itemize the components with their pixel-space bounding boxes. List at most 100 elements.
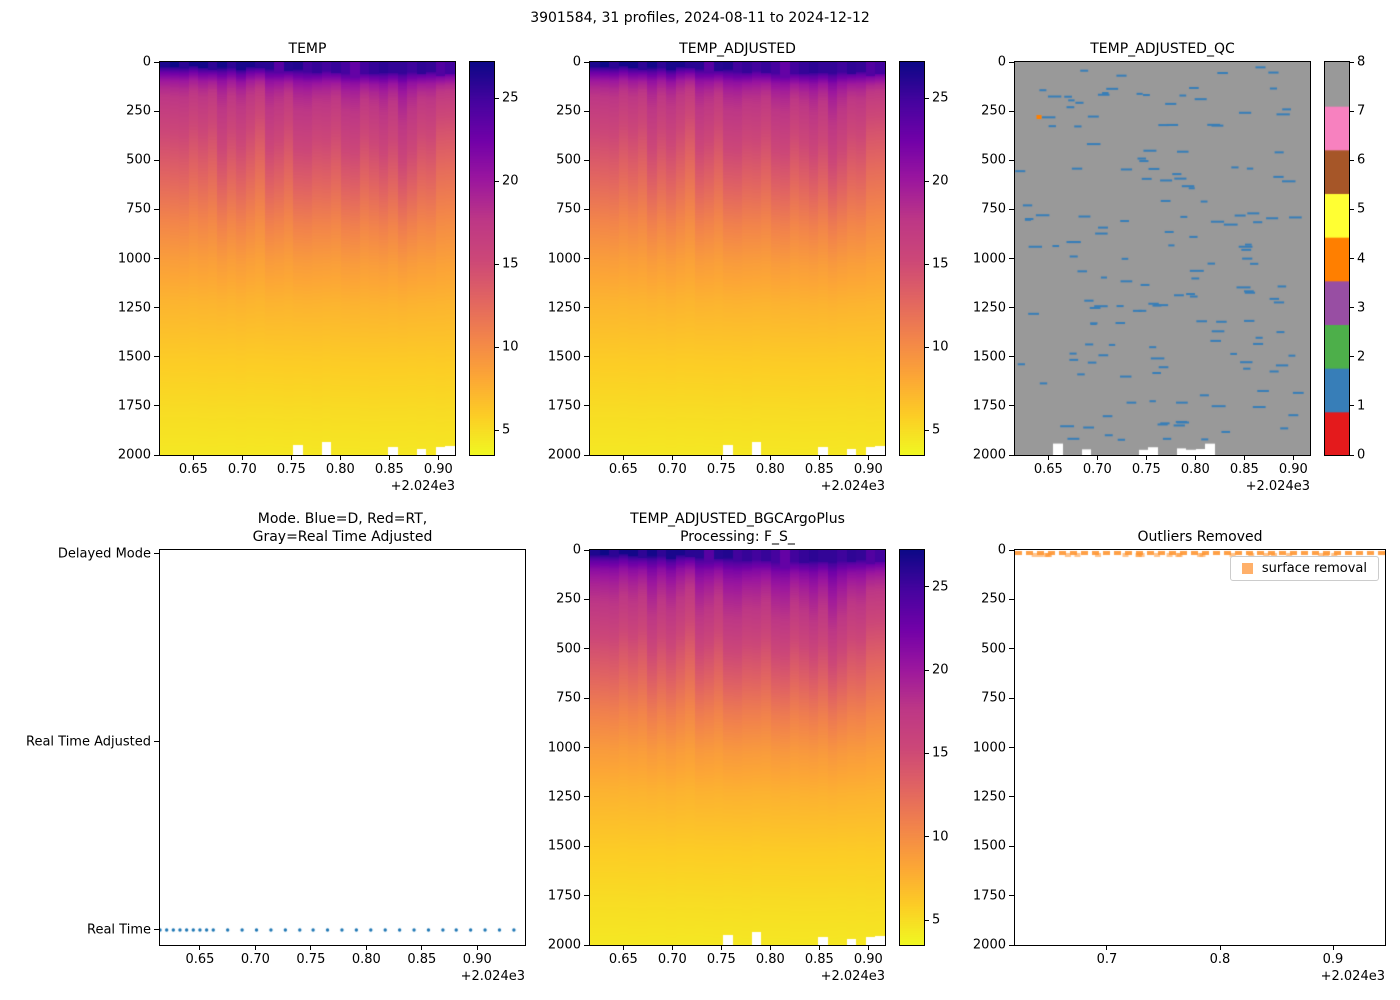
y-tick-label: 750 bbox=[556, 201, 581, 217]
x-tick-label: 0.90 bbox=[423, 462, 453, 477]
colorbar-tick-label: 2 bbox=[1357, 349, 1366, 365]
y-tick-label: 750 bbox=[126, 201, 151, 217]
mode-axes bbox=[159, 549, 526, 946]
y-tick-label: 0 bbox=[997, 542, 1006, 558]
temp_adjusted_qc-axes bbox=[1014, 61, 1311, 456]
colorbar-tick-mark bbox=[1350, 159, 1354, 161]
x-tick-label: 0.65 bbox=[178, 462, 208, 477]
y-tick-label: 750 bbox=[981, 201, 1006, 217]
colorbar-tick-mark bbox=[925, 263, 929, 265]
x-tick-label: 0.70 bbox=[227, 462, 257, 477]
x-tick-label: 0.9 bbox=[1322, 952, 1344, 967]
colorbar-tick-mark bbox=[925, 919, 929, 921]
temp-plot-canvas bbox=[160, 62, 455, 455]
x-axis-offset-text: +2.024e3 bbox=[1320, 969, 1385, 984]
x-tick-label: 0.75 bbox=[1131, 462, 1161, 477]
x-tick-label: 0.80 bbox=[325, 462, 355, 477]
x-tick-label: 0.85 bbox=[374, 462, 404, 477]
y-tick-mark bbox=[154, 258, 159, 259]
x-tick-label: 0.65 bbox=[1033, 462, 1063, 477]
y-tick-mark bbox=[584, 895, 589, 897]
temp_adjusted-colorbar bbox=[899, 61, 925, 456]
colorbar-tick-label: 20 bbox=[932, 662, 949, 678]
colorbar-tick-mark bbox=[495, 180, 499, 182]
y-tick-label: 1750 bbox=[547, 888, 581, 904]
y-tick-label: 2000 bbox=[972, 447, 1006, 463]
colorbar-tick-label: 0 bbox=[1357, 447, 1366, 463]
x-tick-label: 0.90 bbox=[1278, 462, 1308, 477]
colorbar-tick-mark bbox=[1350, 208, 1354, 210]
x-tick-mark bbox=[671, 456, 673, 460]
y-tick-label: 1500 bbox=[547, 349, 581, 365]
y-tick-label: 250 bbox=[126, 103, 151, 119]
x-tick-label: 0.90 bbox=[462, 952, 492, 967]
colorbar-tick-label: 5 bbox=[1357, 201, 1366, 217]
temp_adjusted_qc-colorbar-canvas bbox=[1325, 62, 1349, 455]
x-tick-label: 0.75 bbox=[706, 462, 736, 477]
temp-colorbar bbox=[469, 61, 495, 456]
x-tick-mark bbox=[1194, 456, 1196, 460]
y-tick-mark bbox=[584, 845, 589, 847]
x-tick-mark bbox=[254, 946, 256, 950]
y-tick-mark bbox=[584, 454, 589, 456]
y-tick-mark bbox=[1009, 747, 1014, 748]
y-tick-mark bbox=[1009, 845, 1014, 847]
x-tick-label: 0.80 bbox=[755, 462, 785, 477]
colorbar-tick-mark bbox=[925, 836, 929, 838]
temp_adjusted_qc-plot-canvas bbox=[1015, 62, 1310, 455]
y-tick-mark bbox=[154, 61, 159, 63]
outliers_removed-axes bbox=[1014, 549, 1386, 946]
colorbar-tick-mark bbox=[1350, 110, 1354, 112]
colorbar-tick-mark bbox=[1350, 356, 1354, 358]
y-tick-mark bbox=[584, 944, 589, 946]
x-tick-mark bbox=[720, 456, 722, 460]
y-tick-mark bbox=[1009, 405, 1014, 407]
x-tick-label: 0.70 bbox=[657, 462, 687, 477]
y-tick-mark bbox=[584, 747, 589, 748]
temp_adjusted-axes bbox=[589, 61, 886, 456]
y-tick-mark bbox=[584, 110, 589, 112]
colorbar-tick-mark bbox=[1350, 61, 1354, 63]
y-tick-mark bbox=[1009, 356, 1014, 358]
y-tick-label: 500 bbox=[981, 641, 1006, 657]
x-axis-offset-text: +2.024e3 bbox=[390, 479, 455, 494]
colorbar-tick-mark bbox=[495, 429, 499, 431]
colorbar-tick-label: 5 bbox=[932, 912, 941, 928]
x-tick-label: 0.75 bbox=[296, 952, 326, 967]
y-tick-label: 1250 bbox=[547, 789, 581, 805]
x-tick-label: 0.70 bbox=[240, 952, 270, 967]
y-tick-mark bbox=[154, 356, 159, 358]
y-tick-mark bbox=[1009, 697, 1014, 699]
y-tick-mark bbox=[154, 454, 159, 456]
y-tick-mark bbox=[1009, 110, 1014, 112]
x-tick-mark bbox=[1106, 946, 1108, 950]
x-tick-label: 0.8 bbox=[1209, 952, 1231, 967]
x-axis-offset-text: +2.024e3 bbox=[1245, 479, 1310, 494]
y-tick-mark bbox=[1009, 159, 1014, 161]
colorbar-tick-mark bbox=[925, 429, 929, 431]
y-tick-mark bbox=[584, 648, 589, 650]
y-tick-mark bbox=[154, 929, 159, 931]
y-tick-mark bbox=[154, 110, 159, 112]
colorbar-tick-label: 3 bbox=[1357, 300, 1366, 316]
colorbar-tick-label: 7 bbox=[1357, 103, 1366, 119]
x-tick-label: 0.85 bbox=[804, 952, 834, 967]
y-tick-label: 250 bbox=[981, 103, 1006, 119]
x-tick-mark bbox=[1047, 456, 1049, 460]
x-tick-label: 0.85 bbox=[804, 462, 834, 477]
x-tick-label: 0.90 bbox=[853, 952, 883, 967]
colorbar-tick-mark bbox=[495, 346, 499, 348]
x-tick-mark bbox=[622, 456, 624, 460]
colorbar-tick-label: 10 bbox=[932, 339, 949, 355]
mode-plot-canvas bbox=[160, 550, 525, 945]
y-tick-label: 0 bbox=[572, 542, 581, 558]
y-tick-label: 1750 bbox=[972, 888, 1006, 904]
x-tick-mark bbox=[1219, 946, 1221, 950]
y-tick-label: 0 bbox=[142, 54, 151, 70]
x-tick-mark bbox=[1096, 456, 1098, 460]
x-tick-label: 0.85 bbox=[1229, 462, 1259, 477]
y-tick-label: Delayed Mode bbox=[57, 546, 151, 562]
y-tick-mark bbox=[584, 307, 589, 309]
y-tick-mark bbox=[154, 159, 159, 161]
x-tick-label: 0.70 bbox=[657, 952, 687, 967]
